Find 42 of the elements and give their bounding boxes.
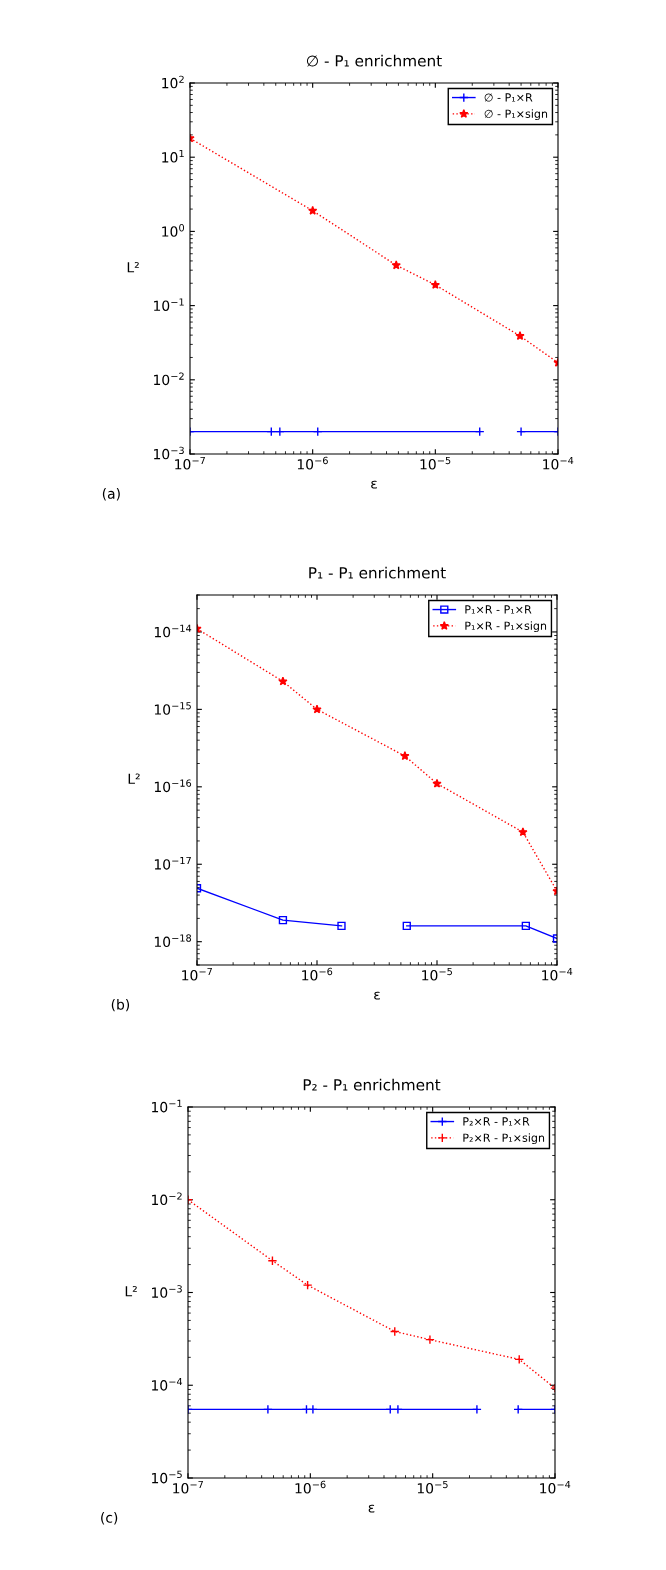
y-tick-label: 10$^{−17}$	[154, 857, 191, 870]
x-tick-label: 10$^{−4}$	[542, 967, 573, 981]
x-tick-label: 10$^{−4}$	[540, 1480, 571, 1494]
y-tick-label: 10$^{−18}$	[154, 934, 192, 948]
x-axis-title: ε	[368, 1504, 375, 1513]
y-tick-label: 10$^{−15}$	[154, 702, 191, 715]
x-axis-title: ε	[371, 480, 377, 489]
legend-label: ∅ - P₁×R	[484, 93, 533, 102]
x-tick-label: 10$^{−5}$	[422, 967, 452, 981]
legend-label: ∅ - P₁×sign	[484, 109, 548, 121]
legend-label: P₁×R - P₁×sign	[465, 621, 547, 633]
x-tick-label: 10$^{−7}$	[182, 967, 212, 981]
chart-title: P₁ - P₁ enrichment	[309, 566, 446, 579]
y-tick-label: 10$^{−2}$	[154, 372, 184, 386]
chart-title: ∅ - P₁ enrichment	[306, 54, 442, 67]
y-tick-label: 10$^{−3}$	[152, 1285, 182, 1298]
chart-title: P₂ - P₁ enrichment	[303, 1078, 441, 1091]
x-tick-label: 10$^{−5}$	[420, 456, 451, 470]
legend-label: P₂×R - P₁×R	[463, 1117, 530, 1126]
text: (b)	[111, 998, 130, 1012]
y-tick-label: 10$^{2}$	[162, 75, 184, 89]
y-tick-label: 10$^{−14}$	[154, 624, 192, 638]
y-tick-label: 10$^{−4}$	[152, 1378, 183, 1391]
y-tick-label: 10$^{−1}$	[154, 298, 184, 311]
text: (c)	[101, 1512, 118, 1525]
y-tick-label: 10$^{−2}$	[152, 1192, 182, 1206]
x-axis-title: ε	[374, 991, 380, 1000]
legend-label: P₁×R - P₁×R	[465, 605, 532, 614]
x-tick-label: 10$^{−6}$	[295, 1480, 326, 1494]
y-tick-label: 10$^{1}$	[162, 149, 184, 163]
y-axis-title: L²	[128, 773, 140, 784]
legend-label: P₂×R - P₁×sign	[463, 1133, 545, 1145]
text: (a)	[102, 488, 120, 501]
y-tick-label: 10$^{−1}$	[152, 1099, 182, 1113]
x-tick-label: 10$^{−5}$	[417, 1480, 448, 1494]
y-tick-label: 10$^{0}$	[162, 224, 185, 237]
y-tick-label: 10$^{−16}$	[154, 779, 192, 793]
y-axis-title: L²	[125, 1286, 137, 1297]
x-tick-label: 10$^{−4}$	[543, 456, 574, 470]
y-axis-title: L²	[127, 262, 139, 273]
x-tick-label: 10$^{−6}$	[302, 967, 333, 981]
x-tick-label: 10$^{−6}$	[297, 456, 328, 470]
